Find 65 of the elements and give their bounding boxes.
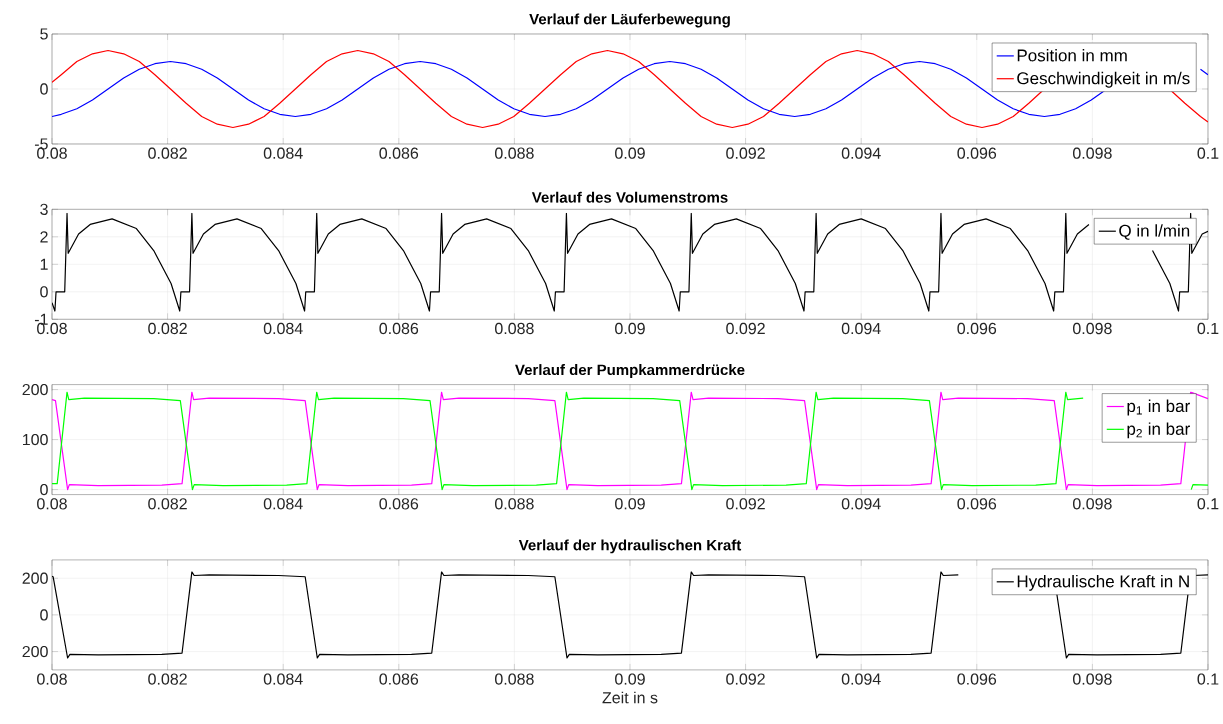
x-tick-label: 0.098 — [1073, 322, 1112, 335]
y-tick-label: 0 — [40, 83, 48, 95]
x-tick-label: 0.096 — [957, 147, 997, 159]
y-tick-label: 0 — [40, 483, 48, 496]
series-label: Q in l/min — [1119, 224, 1190, 240]
x-tick-label: 0.088 — [495, 498, 534, 510]
x-tick-label: 0.088 — [495, 322, 534, 335]
x-tick-label: 0.1 — [1197, 498, 1219, 510]
x-tick-label: 0.086 — [379, 147, 419, 159]
x-tick-label: 0.088 — [495, 147, 534, 159]
x-tick-label: 0.1 — [1197, 147, 1219, 159]
x-tick-label: 0.092 — [726, 322, 765, 335]
y-tick-label: 200 — [22, 383, 48, 396]
y-tick-label: 2 — [40, 231, 48, 243]
x-tick-label: 0.09 — [615, 673, 645, 685]
x-tick-label: 0.08 — [37, 498, 67, 510]
x-tick-label: 0.086 — [379, 322, 419, 335]
x-tick-label: 0.098 — [1073, 673, 1112, 685]
x-tick-label: 0.084 — [263, 147, 303, 159]
x-tick-label: 0.094 — [841, 498, 881, 510]
legend-label: p$_{1}$ in bar — [1127, 399, 1190, 416]
chart-title: Verlauf der hydraulischen Kraft — [518, 539, 742, 554]
y-tick-label: 5 — [40, 28, 48, 40]
x-tick-label: 0.094 — [841, 147, 881, 159]
y-tick-label: 1 — [40, 258, 48, 270]
x-tick-label: 0.096 — [957, 322, 997, 335]
x-tick-label: 0.082 — [148, 673, 187, 685]
x-tick-label: 0.09 — [615, 322, 645, 335]
x-tick-label: 0.09 — [615, 498, 645, 510]
y-tick-label: 0 — [40, 609, 48, 621]
legend-label: p$_{2}$ in bar — [1127, 422, 1190, 439]
x-tick-label: 0.096 — [957, 673, 997, 685]
y-tick-label: 0 — [40, 286, 48, 298]
x-tick-label: 0.1 — [1197, 322, 1219, 335]
y-tick-label: 200 — [22, 572, 48, 584]
x-tick-label: 0.098 — [1073, 147, 1112, 159]
x-tick-label: 0.084 — [263, 322, 303, 335]
x-tick-label: 0.086 — [379, 673, 419, 685]
x-tick-label: 0.088 — [495, 673, 534, 685]
x-tick-label: 0.096 — [957, 498, 997, 510]
x-tick-label: 0.098 — [1073, 498, 1112, 510]
legend-label: Geschwindigkeit in m/s — [1017, 71, 1190, 88]
x-axis-title: Zeit in s — [602, 691, 658, 704]
legend-label: Hydraulische Kraft in N — [1017, 574, 1189, 591]
chart-title: Verlauf des Volumenstroms — [531, 191, 728, 203]
y-tick-label: 3 — [40, 203, 48, 215]
x-tick-label: 0.082 — [148, 498, 187, 510]
x-tick-label: 0.094 — [841, 322, 881, 335]
y-tick-label: 100 — [23, 433, 48, 446]
x-tick-label: 0.082 — [148, 322, 187, 335]
y-tick-label: 200 — [22, 645, 48, 658]
x-tick-label: 0.082 — [148, 147, 187, 159]
legend-label: Position in mm — [1017, 49, 1127, 62]
chart-title: Verlauf der Läuferbewegung — [529, 13, 730, 28]
x-tick-label: 0.08 — [37, 673, 67, 685]
x-tick-label: 0.094 — [841, 673, 881, 685]
chart-title: Verlauf der Pumpkammerdrücke — [515, 364, 745, 379]
x-tick-label: 0.086 — [379, 498, 419, 510]
x-tick-label: 0.09 — [615, 147, 645, 159]
x-tick-label: 0.084 — [263, 673, 303, 685]
x-tick-label: 0.092 — [726, 498, 765, 510]
x-tick-label: 0.092 — [726, 147, 765, 159]
x-tick-label: 0.084 — [263, 498, 303, 510]
x-tick-label: 0.092 — [726, 673, 765, 685]
x-tick-label: 0.1 — [1197, 673, 1219, 685]
